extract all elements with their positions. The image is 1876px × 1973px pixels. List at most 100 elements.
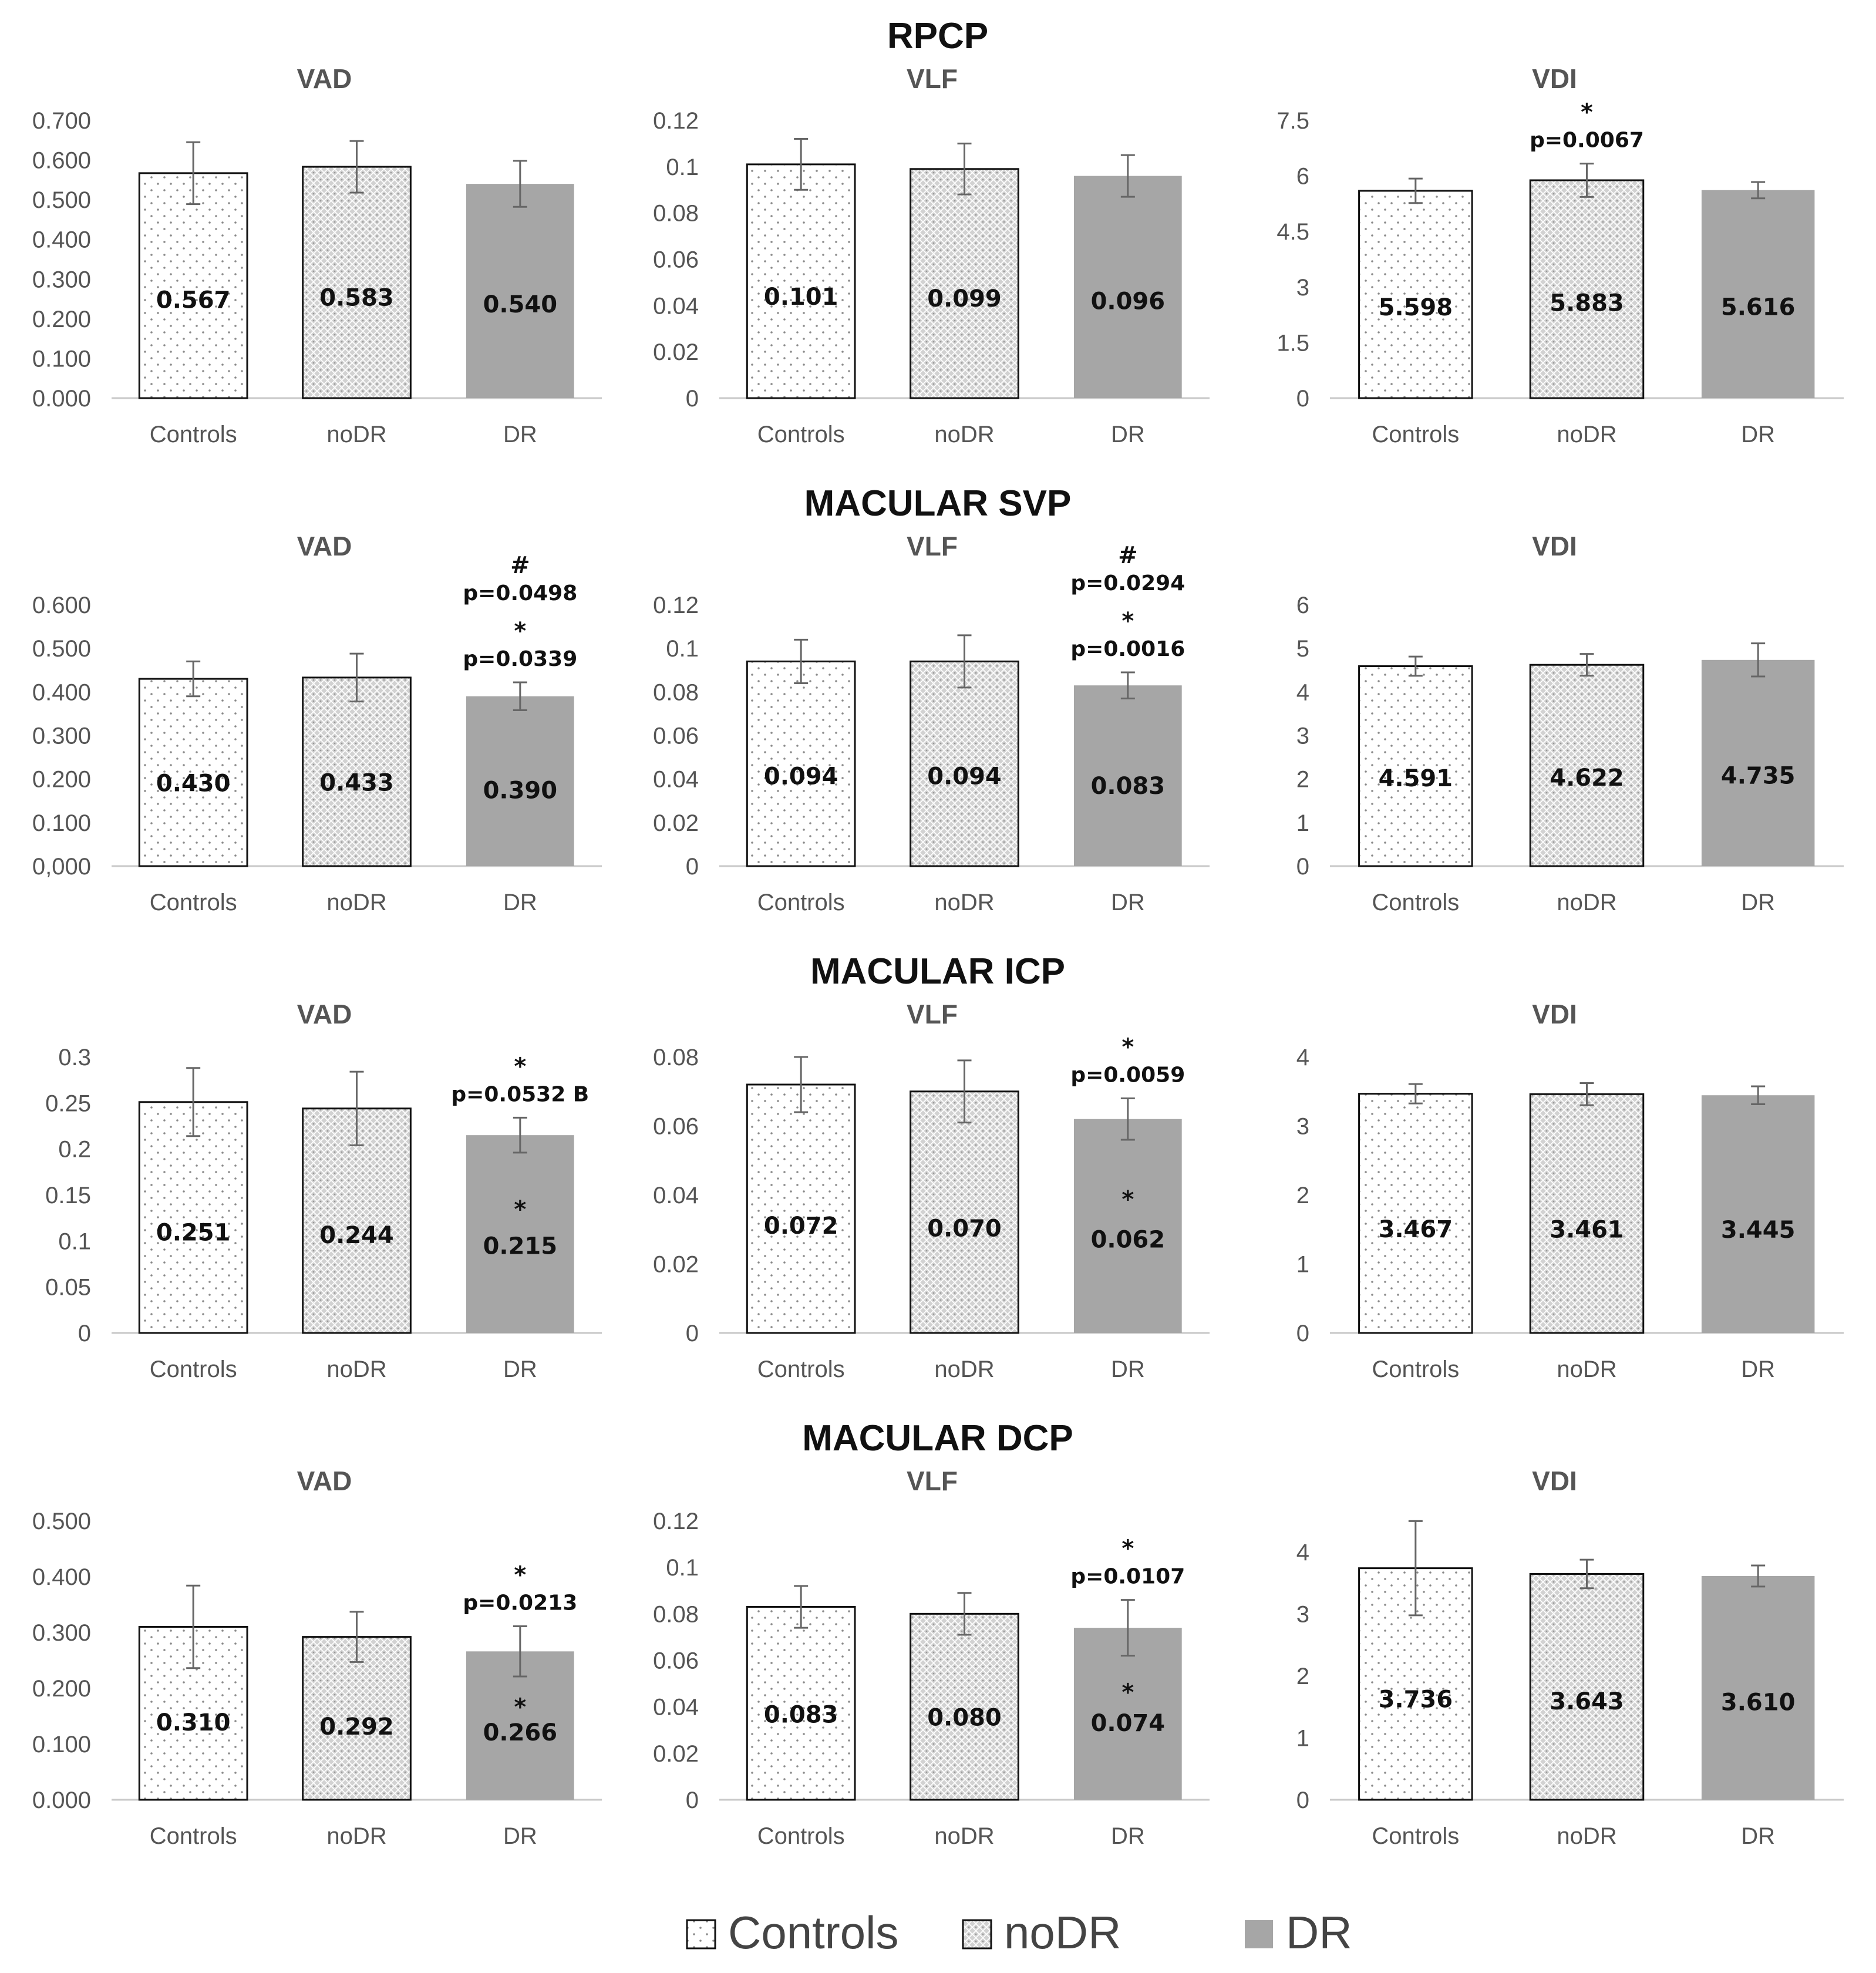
y-tick-label: 0.400 (32, 679, 91, 705)
y-tick-label: 1 (1296, 810, 1309, 836)
legend-item-controls: Controls (686, 1907, 898, 1958)
bar-controls (746, 1083, 856, 1334)
value-label-nodr: 0.244 (319, 1222, 394, 1249)
y-tick-label: 0.200 (32, 1676, 91, 1702)
y-tick-label: 0.1 (666, 154, 699, 180)
value-label-dr: 0.083 (1091, 773, 1166, 800)
category-label-controls: Controls (757, 1823, 845, 1849)
category-label-controls: Controls (150, 1356, 237, 1382)
significance-label: p=0.0213 (463, 1591, 577, 1615)
y-tick-label: 0.500 (32, 636, 91, 662)
y-tick-label: 0.02 (653, 1741, 699, 1767)
value-label-nodr: 0.080 (927, 1704, 1002, 1731)
y-tick-label: 0 (686, 386, 699, 412)
y-tick-label: 0.600 (32, 148, 91, 174)
y-tick-label: 0.02 (653, 1252, 699, 1278)
significance-label: # (510, 552, 530, 579)
section-title-macular-dcp: MACULAR DCP (802, 1418, 1073, 1459)
bar-nodr (910, 1612, 1019, 1801)
value-label-nodr: 0.433 (319, 770, 394, 797)
value-label-dr: 3.610 (1721, 1689, 1796, 1716)
y-tick-label: 0.04 (653, 1183, 699, 1208)
bar-controls (1358, 665, 1473, 867)
category-label-dr: DR (503, 890, 537, 915)
value-label-controls: 0.094 (764, 763, 838, 790)
significance-label: * (1581, 99, 1593, 126)
y-tick-label: 0.04 (653, 293, 699, 319)
chart-title: VAD (297, 1466, 352, 1496)
error-bar-controls (794, 1585, 809, 1629)
y-tick-label: 0 (686, 1321, 699, 1346)
chart-title: VLF (907, 63, 958, 94)
bar-dr (1701, 1575, 1815, 1800)
legend-swatch-nodr (962, 1919, 992, 1950)
chart-title: VDI (1532, 63, 1577, 94)
bar-dr (466, 696, 574, 866)
bar-controls (1358, 190, 1473, 399)
y-tick-label: 0.12 (653, 592, 699, 618)
bar-dr (1073, 1119, 1182, 1333)
error-bar-nodr (957, 142, 972, 196)
bar-nodr (1529, 1093, 1645, 1334)
error-bar-nodr (349, 1070, 364, 1146)
significance-label: p=0.0498 (463, 581, 577, 605)
chart-macular-icp-vlf: VLF 0 0.02 0.04 0.06 0.08 0.072 Controls 0.070 no… (653, 999, 1210, 1382)
section-title-macular-svp: MACULAR SVP (804, 483, 1072, 524)
error-bar-dr (513, 160, 527, 208)
bar-dr (1073, 685, 1182, 866)
y-tick-label: 0.05 (45, 1275, 91, 1301)
bar-controls (138, 1101, 248, 1334)
error-bar-controls (186, 660, 201, 698)
category-label-dr: DR (503, 422, 537, 447)
bar-nodr (910, 1090, 1019, 1334)
error-bar-nodr (349, 140, 364, 194)
category-label-nodr: noDR (326, 422, 386, 447)
chart-rpcp-vdi: VDI 0 1.5 3 4.5 6 7.5 5.598 Controls 5.883 noDR 5.6… (1277, 63, 1844, 447)
value-label-dr: 4.735 (1721, 763, 1796, 790)
significance-label: p=0.0107 (1070, 1565, 1185, 1589)
y-tick-label: 0.300 (32, 723, 91, 749)
value-label-dr: 0.390 (483, 777, 558, 804)
bar-dr (466, 1135, 574, 1333)
category-label-nodr: noDR (326, 1823, 386, 1849)
error-bar-nodr (957, 1059, 972, 1124)
y-tick-label: 0.100 (32, 810, 91, 836)
significance-label: # (1118, 542, 1138, 569)
significance-label: p=0.0059 (1070, 1063, 1185, 1087)
error-bar-dr (513, 1116, 527, 1154)
y-tick-label: 0.400 (32, 1564, 91, 1590)
chart-title: VLF (907, 1466, 958, 1496)
legend-label-nodr: noDR (1004, 1907, 1121, 1958)
y-tick-label: 0 (1296, 854, 1309, 880)
bar-dr (1701, 190, 1815, 398)
chart-macular-icp-vad: VAD 0 0.05 0.1 0.15 0.2 0.25 0.3 0.251 Controls 0.… (45, 999, 602, 1382)
value-label-nodr: 0.583 (319, 284, 394, 311)
category-label-dr: DR (1741, 890, 1775, 915)
value-label-dr: 0.096 (1091, 288, 1166, 315)
y-tick-label: 0.08 (653, 201, 699, 227)
chart-rpcp-vad: VAD 0.000 0.100 0.200 0.300 0.400 0.500 0.600 0.… (32, 63, 602, 447)
legend-label-controls: Controls (728, 1907, 898, 1958)
value-label-controls: 4.591 (1379, 765, 1453, 792)
y-tick-label: 0.500 (32, 187, 91, 213)
category-label-controls: Controls (757, 890, 845, 915)
value-label-controls: 3.736 (1379, 1686, 1453, 1713)
chart-title: VAD (297, 531, 352, 561)
category-label-nodr: noDR (934, 1356, 994, 1382)
y-tick-label: 0.15 (45, 1183, 91, 1208)
section-title-rpcp: RPCP (887, 16, 988, 56)
chart-title: VAD (297, 63, 352, 94)
y-tick-label: 0 (1296, 1787, 1309, 1813)
y-tick-label: 1.5 (1277, 330, 1309, 356)
category-label-controls: Controls (150, 422, 237, 447)
category-label-nodr: noDR (1557, 1823, 1616, 1849)
y-tick-label: 0.400 (32, 227, 91, 253)
category-label-controls: Controls (1372, 422, 1459, 447)
y-tick-label: 3 (1296, 275, 1309, 301)
chart-macular-svp-vdi: VDI 0 1 2 3 4 5 6 4.591 Controls 4.622 noDR 4.735 DR (1296, 531, 1844, 915)
y-tick-label: 0 (1296, 386, 1309, 412)
y-tick-label: 0.1 (666, 636, 699, 662)
y-tick-label: 0.200 (32, 307, 91, 332)
y-tick-label: 0.600 (32, 592, 91, 618)
